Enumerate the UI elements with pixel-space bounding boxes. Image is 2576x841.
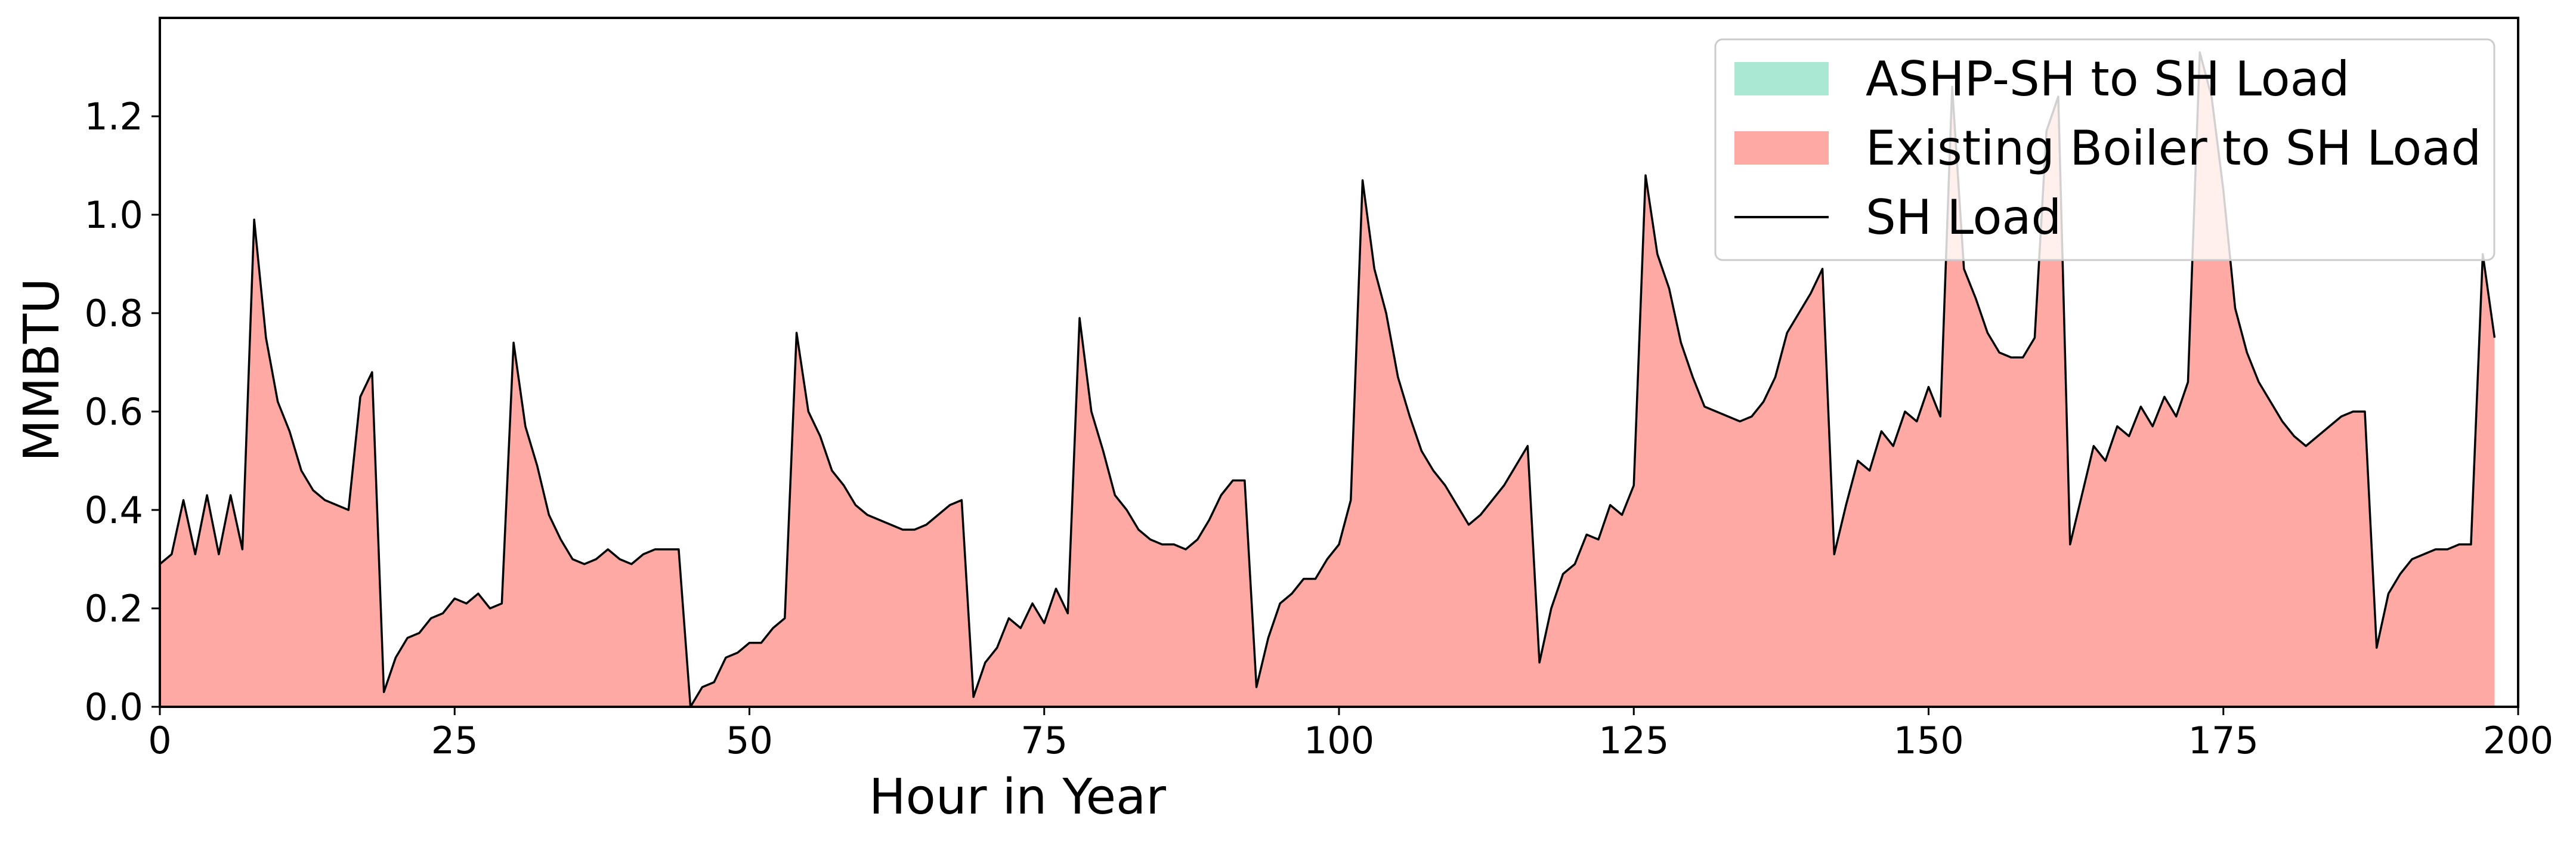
axes: 0 25 50 75 100 125 150 175 200 0.0 0.2 0.4 0.6 0.8 1.0… bbox=[84, 17, 2553, 762]
y-tick-label: 1.0 bbox=[84, 193, 143, 237]
x-tick-label: 175 bbox=[2188, 719, 2259, 762]
y-tick-label: 0.2 bbox=[84, 587, 143, 630]
legend-frame bbox=[1714, 38, 2495, 261]
x-tick-label: 75 bbox=[1020, 719, 1068, 762]
y-axis-title: MMBTU bbox=[14, 278, 70, 462]
x-tick-label: 125 bbox=[1598, 719, 1669, 762]
y-tick-label: 1.2 bbox=[84, 95, 143, 138]
legend-swatch-boiler bbox=[1734, 131, 1829, 165]
x-tick-label: 150 bbox=[1893, 719, 1963, 762]
legend-label-boiler: Existing Boiler to SH Load bbox=[1866, 120, 2481, 176]
x-tick-label: 200 bbox=[2483, 719, 2553, 762]
area-existing-boiler bbox=[160, 52, 2495, 707]
x-tick-label: 25 bbox=[431, 719, 478, 762]
y-tick-label: 0.0 bbox=[84, 685, 143, 729]
legend-swatch-ashp bbox=[1734, 62, 1829, 95]
y-tick-label: 0.4 bbox=[84, 488, 143, 532]
y-tick-label: 0.6 bbox=[84, 390, 143, 434]
line-sh-load bbox=[159, 51, 2496, 708]
x-tick-label: 0 bbox=[148, 719, 171, 762]
x-axis-title: Hour in Year bbox=[869, 769, 1166, 825]
legend-label-ashp: ASHP-SH to SH Load bbox=[1866, 51, 2349, 107]
legend: ASHP-SH to SH Load Existing Boiler to SH… bbox=[1714, 38, 2495, 261]
plot-area bbox=[159, 51, 2496, 708]
y-tick-label: 0.8 bbox=[84, 292, 143, 335]
x-tick-label: 100 bbox=[1304, 719, 1374, 762]
x-tick-label: 50 bbox=[726, 719, 773, 762]
legend-label-sh-load: SH Load bbox=[1866, 190, 2061, 245]
